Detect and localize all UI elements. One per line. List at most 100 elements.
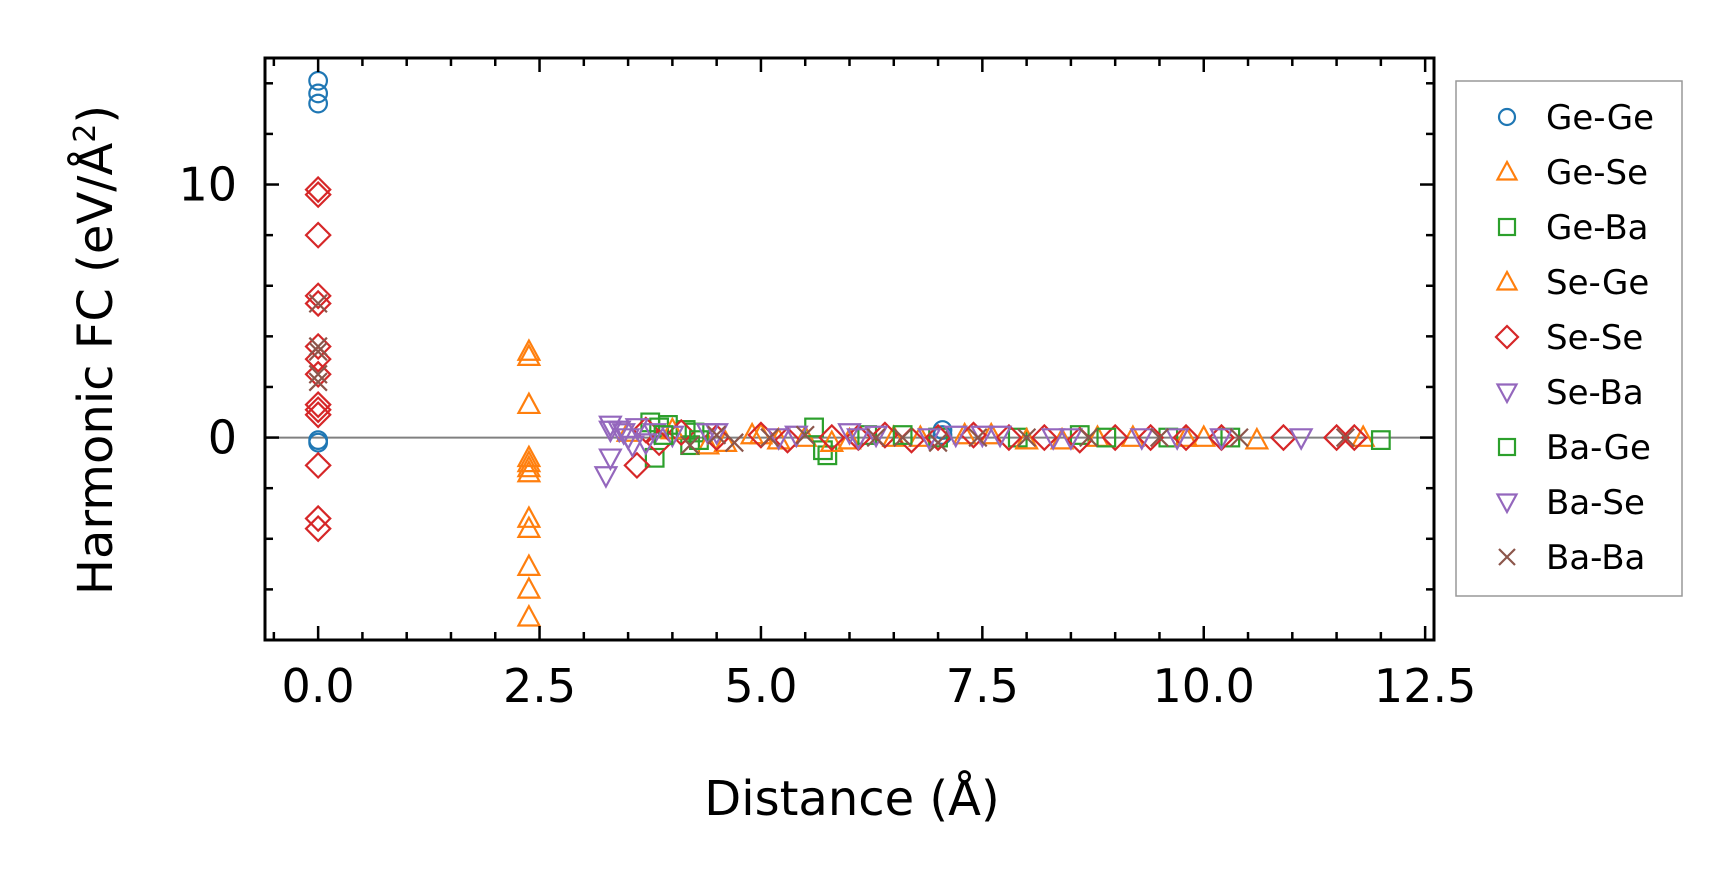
x-tick-label: 10.0: [1153, 659, 1255, 713]
data-point-ba-ba: [893, 427, 913, 448]
data-point-se-ge: [695, 431, 721, 455]
x-tick-label: 7.5: [946, 659, 1019, 713]
data-point-ba-se: [943, 425, 969, 449]
legend-item-ge-se: Ge-Se: [1495, 153, 1648, 193]
data-point-ba-ge: [689, 430, 709, 450]
data-point-ba-se: [633, 433, 659, 456]
data-point-ge-se: [516, 391, 542, 415]
data-point-ba-se: [611, 423, 636, 446]
legend-label: Se-Ba: [1546, 373, 1644, 413]
data-point-ba-ba: [724, 433, 744, 453]
data-point-ba-ba: [1149, 427, 1170, 448]
legend-label: Ge-Se: [1546, 153, 1648, 193]
series-ba-ba: [308, 293, 1356, 455]
data-markers: [304, 70, 1391, 627]
data-point-ba-ba: [1335, 427, 1356, 448]
data-point-ba-ba: [308, 372, 328, 392]
data-point-ba-se: [987, 425, 1013, 449]
legend-marker-ba-ba: [1498, 548, 1516, 566]
data-point-se-se: [304, 360, 332, 388]
data-point-se-se: [304, 451, 332, 480]
x-tick-label: 5.0: [724, 659, 797, 713]
data-point-se-ba: [593, 466, 619, 489]
data-point-se-se: [959, 421, 988, 449]
data-point-ge-se: [516, 459, 542, 483]
data-point-ge-se: [978, 421, 1004, 445]
legend-label: Ba-Se: [1546, 483, 1645, 523]
legend-items: Ge-Ge Ge-Se Ge-Ba Se-Ge Se-Se Se-Ba Ba-Ge Ba-Se…: [1494, 98, 1654, 578]
y-tick-label: 10: [178, 158, 237, 212]
data-point-ba-ba: [795, 425, 815, 445]
data-point-se-se: [623, 451, 651, 480]
data-point-ba-ge: [1096, 427, 1117, 448]
data-point-se-se: [304, 289, 332, 318]
data-point-ba-ba: [928, 433, 948, 453]
data-point-ge-se: [1120, 424, 1146, 447]
legend-item-ge-ge: Ge-Ge: [1497, 98, 1654, 138]
legend-marker-ba-ge: [1497, 437, 1517, 457]
legend-label: Ge-Ge: [1546, 98, 1654, 138]
data-point-ge-ge: [308, 83, 329, 104]
data-point-se-se: [304, 504, 332, 533]
data-point-ge-se: [516, 338, 542, 361]
plot-area: [265, 70, 1434, 627]
legend-item-ba-ba: Ba-Ba: [1498, 538, 1645, 578]
data-point-se-ba: [1209, 428, 1234, 451]
data-point-se-se: [304, 401, 332, 429]
legend-item-se-se: Se-Se: [1494, 318, 1643, 358]
data-point-ge-ba: [1370, 430, 1391, 450]
data-point-ba-ba: [308, 341, 328, 362]
data-point-ge-se: [516, 576, 542, 599]
legend-item-ba-ge: Ba-Ge: [1497, 428, 1651, 468]
data-point-se-se: [1269, 423, 1298, 452]
series-se-ba: [593, 415, 1314, 489]
data-point-se-se: [1030, 423, 1058, 452]
data-point-se-se: [1172, 423, 1200, 452]
legend: Ge-Ge Ge-Se Ge-Ba Se-Ge Se-Se Se-Ba Ba-Ge Ba-Se…: [1455, 80, 1683, 597]
legend-item-se-ge: Se-Ge: [1495, 263, 1649, 303]
data-point-se-se: [818, 423, 846, 452]
data-point-se-ba: [837, 423, 862, 446]
data-point-se-se: [304, 515, 332, 543]
data-point-ge-se: [1191, 424, 1217, 447]
x-tick-label: 12.5: [1374, 659, 1476, 713]
legend-marker-se-ge: [1495, 269, 1519, 291]
data-point-se-ge: [952, 421, 977, 445]
data-point-ba-ba: [760, 427, 780, 448]
data-point-ba-ba: [968, 427, 988, 448]
legend-label: Ba-Ge: [1546, 428, 1651, 468]
data-point-se-se: [1322, 423, 1351, 452]
series-ba-ge: [653, 425, 1117, 450]
data-point-ge-se: [516, 515, 542, 539]
data-point-se-se: [1101, 423, 1129, 452]
y-axis-title: Harmonic FC (eV/Å2): [67, 105, 124, 595]
y-axis-title-superscript: 2: [68, 124, 103, 143]
data-point-se-se: [304, 391, 332, 419]
y-axis-title-main: Harmonic FC (eV/Å: [67, 143, 124, 596]
legend-item-se-ba: Se-Ba: [1495, 373, 1644, 413]
data-point-ba-ba: [680, 435, 700, 455]
data-point-ba-se: [695, 423, 721, 446]
data-point-se-ba: [598, 415, 623, 439]
legend-label: Ge-Ba: [1546, 208, 1648, 248]
data-point-ba-ba: [1079, 427, 1099, 448]
data-point-ba-ba: [866, 427, 886, 448]
data-point-ba-ge: [892, 425, 913, 445]
data-point-se-se: [1340, 423, 1368, 452]
data-point-se-se: [304, 282, 332, 310]
data-point-ge-se: [516, 454, 542, 478]
data-point-ge-se: [1350, 424, 1376, 447]
legend-label: Ba-Ba: [1546, 538, 1645, 578]
data-point-ba-ba: [308, 364, 328, 384]
data-point-ba-se: [846, 428, 871, 451]
data-point-ba-se: [598, 420, 623, 444]
data-point-se-se: [304, 396, 332, 424]
data-point-se-se: [304, 180, 332, 209]
data-point-se-ba: [598, 448, 623, 472]
data-point-se-ba: [1288, 428, 1314, 451]
data-point-ge-se: [516, 553, 542, 576]
data-point-se-se: [995, 423, 1023, 452]
legend-marker-ge-ge: [1497, 107, 1517, 127]
y-axis-title-close: ): [68, 105, 124, 124]
data-point-ge-ba: [1069, 425, 1090, 445]
